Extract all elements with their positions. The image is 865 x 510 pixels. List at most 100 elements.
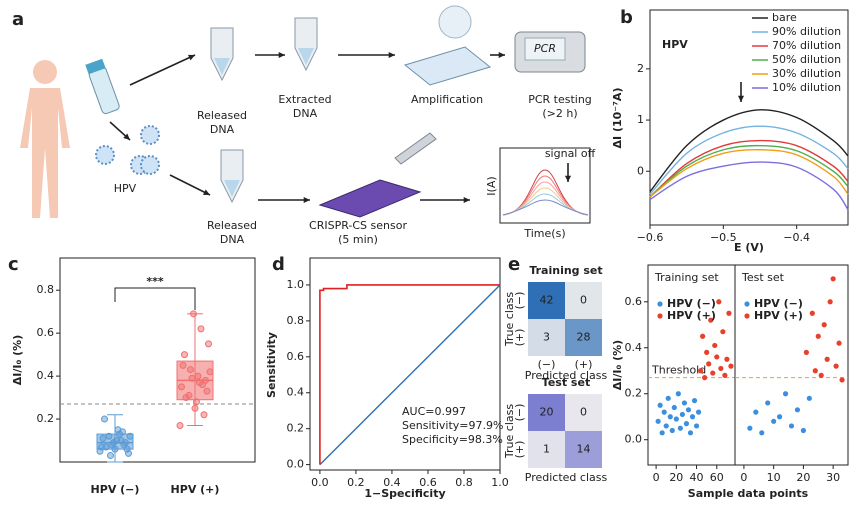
matrix-title: Training set	[529, 264, 602, 277]
point	[728, 363, 734, 369]
point	[800, 427, 806, 434]
sample-tube	[88, 66, 120, 115]
y-tick-label: 0.6	[37, 326, 55, 339]
diagram-label: (5 min)	[338, 233, 378, 246]
legend-label: bare	[772, 11, 797, 24]
point	[687, 430, 694, 436]
x-tick-label: 20	[796, 471, 810, 484]
point	[107, 452, 114, 460]
tube	[294, 17, 318, 72]
matrix-cell	[528, 394, 565, 431]
arrow-head	[203, 189, 210, 195]
cell-value: 1	[543, 443, 550, 456]
point	[747, 425, 753, 431]
y-tick-label: 0.6	[287, 350, 305, 363]
point	[726, 310, 732, 316]
data-line	[649, 109, 849, 193]
y-axis-label: ΔI (10⁻⁷A)	[611, 88, 624, 149]
point	[119, 428, 126, 436]
point	[677, 425, 683, 431]
y-tick-label: 0.4	[625, 341, 643, 354]
inset-curve	[502, 199, 589, 216]
cell-value: 0	[580, 406, 587, 419]
point	[833, 363, 839, 369]
roc-curve	[319, 284, 500, 465]
y-tick-label: 1.0	[287, 278, 305, 291]
point	[708, 317, 714, 323]
point	[663, 423, 669, 429]
x-tick-label: HPV (+)	[171, 483, 220, 496]
x-tick-label: 60	[710, 471, 724, 484]
diagram-label: Released	[207, 219, 257, 232]
arrow-head	[123, 133, 130, 140]
cell-value: 3	[543, 331, 550, 344]
point	[182, 394, 190, 402]
legend-marker	[657, 313, 663, 319]
y-tick-label: 0.2	[625, 387, 643, 400]
annotation: HPV	[662, 38, 688, 51]
point	[111, 445, 119, 453]
point	[665, 395, 671, 401]
x-tick-label: 0.6	[419, 476, 437, 489]
y-axis-label: ΔI/I₀ (%)	[11, 335, 24, 385]
inset-label: Time(s)	[523, 227, 565, 240]
point	[788, 423, 795, 429]
legend-marker	[657, 301, 663, 307]
x-tick-label: 0.8	[455, 476, 473, 489]
pcr-screen	[524, 37, 566, 61]
inset-curve	[502, 187, 589, 216]
point	[200, 411, 208, 419]
point	[102, 443, 110, 451]
x-axis-label: Predicted class	[525, 369, 608, 382]
point	[698, 368, 704, 374]
diagram-label: (>2 h)	[542, 107, 577, 120]
point	[683, 421, 690, 427]
sensor-chip	[318, 179, 422, 218]
diagram-label: DNA	[293, 107, 318, 120]
virus	[95, 145, 115, 165]
point	[669, 427, 675, 434]
tube	[210, 27, 234, 82]
legend-label: 50% dilution	[772, 53, 841, 66]
x-tick-label: −0.4	[783, 231, 810, 244]
annotation: Specificity=98.3%	[402, 433, 503, 446]
point	[197, 325, 205, 333]
x-axis-label: 1−Specificity	[364, 487, 445, 500]
legend-marker	[744, 301, 750, 307]
point	[190, 310, 197, 318]
arrow-head	[303, 196, 310, 204]
matrix-cell	[565, 282, 602, 319]
x-tick-label: 0	[740, 471, 747, 484]
inset-curve	[502, 193, 589, 216]
y-tick-label: 0.8	[37, 283, 55, 296]
point	[194, 372, 202, 380]
point	[821, 322, 827, 328]
panel-title: Test set	[741, 271, 785, 284]
point	[718, 365, 724, 372]
point	[836, 340, 842, 346]
point	[777, 414, 783, 420]
legend-label: HPV (+)	[667, 309, 716, 322]
data-line	[649, 161, 849, 211]
arrow	[129, 54, 196, 86]
x-tick-label: 0.2	[347, 476, 365, 489]
legend-label: 30% dilution	[772, 67, 841, 80]
point	[839, 377, 845, 383]
point	[753, 409, 759, 415]
point	[704, 349, 710, 355]
tube-liquid	[298, 48, 314, 65]
matrix-cell	[565, 319, 602, 356]
legend-label: HPV (+)	[754, 309, 803, 322]
plot-frame	[59, 257, 256, 463]
x-tick-label: −0.6	[637, 231, 664, 244]
device-text: PCR	[534, 42, 556, 55]
arrow-head	[564, 175, 572, 182]
data-line	[649, 149, 849, 198]
legend-label: HPV (−)	[754, 297, 803, 310]
point	[191, 404, 199, 412]
point	[815, 333, 821, 339]
point	[125, 449, 132, 457]
point	[812, 368, 818, 374]
point	[714, 354, 720, 360]
point	[203, 387, 211, 395]
